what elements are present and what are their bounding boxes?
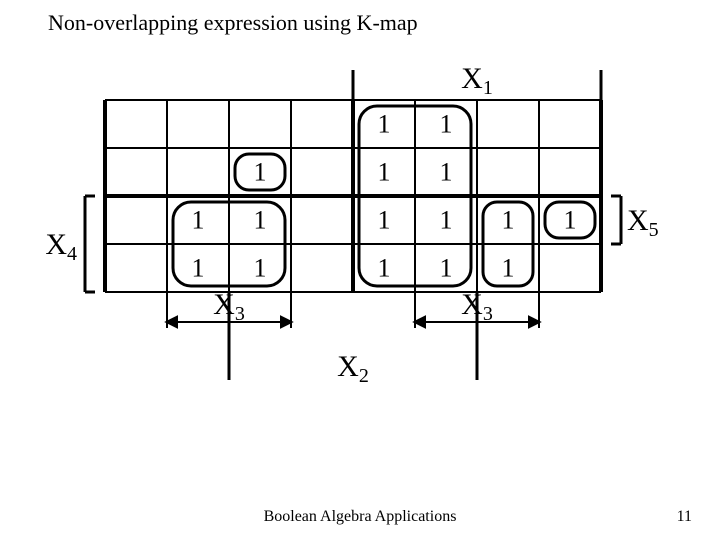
cell-one: 1 — [440, 254, 453, 283]
cell-one: 1 — [254, 158, 267, 187]
cell-one: 1 — [378, 110, 391, 139]
cell-one: 1 — [378, 206, 391, 235]
variable-label: X5 — [627, 204, 659, 241]
variable-label: X2 — [337, 350, 369, 387]
cell-one: 1 — [378, 158, 391, 187]
cell-one: 1 — [440, 158, 453, 187]
kmap-diagram: 1111111111111111X1X4X5X3X3X2 — [0, 0, 720, 540]
cell-one: 1 — [502, 206, 515, 235]
cell-one: 1 — [440, 206, 453, 235]
cell-one: 1 — [378, 254, 391, 283]
variable-label: X4 — [45, 228, 77, 265]
footer-text: Boolean Algebra Applications — [264, 508, 457, 526]
page-title: Non-overlapping expression using K-map — [48, 10, 418, 36]
cell-one: 1 — [192, 206, 205, 235]
cell-one: 1 — [254, 206, 267, 235]
cell-one: 1 — [440, 110, 453, 139]
cell-one: 1 — [254, 254, 267, 283]
cell-one: 1 — [564, 206, 577, 235]
variable-label: X1 — [461, 62, 493, 99]
cell-one: 1 — [502, 254, 515, 283]
page-number: 11 — [677, 508, 692, 526]
cell-one: 1 — [192, 254, 205, 283]
